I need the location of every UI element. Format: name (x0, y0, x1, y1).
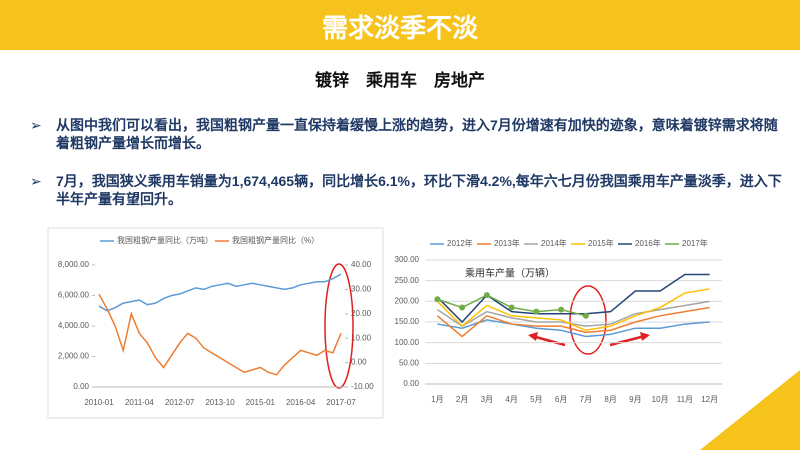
slide-subtitle: 镀锌 乘用车 房地产 (315, 71, 485, 90)
series-line (436, 273, 710, 324)
legend-label: 2016年 (635, 238, 661, 248)
y-tick-label: 4,000.00 (58, 321, 90, 330)
y-tick-label: 150.00 (395, 317, 420, 326)
x-tick-label: 5月 (530, 395, 542, 404)
x-tick-label: 2016-04 (286, 398, 316, 407)
series-line (436, 288, 710, 332)
x-tick-label: 7月 (580, 395, 592, 404)
y-tick-label: 200.00 (395, 296, 420, 305)
highlight-ellipse (324, 263, 354, 389)
y-tick-label: 6,000.00 (58, 291, 90, 300)
y2-tick-label: 40.00 (351, 260, 372, 269)
series-line (98, 273, 342, 312)
x-tick-label: 12月 (701, 395, 718, 404)
chart-title: 乘用车产量（万辆） (465, 267, 555, 280)
legend-label: 2014年 (541, 238, 567, 248)
y-tick-label: 0.00 (73, 382, 89, 391)
bullet: 从图中我们可以看出，我国粗钢产量一直保持着缓慢上涨的趋势，进入7月份增速有加快的… (30, 116, 786, 152)
arrow (531, 334, 566, 347)
arrow (609, 334, 646, 347)
x-tick-label: 4月 (505, 395, 517, 404)
point (434, 296, 441, 303)
legend-label: 2015年 (588, 238, 614, 248)
highlight-ellipse (569, 285, 607, 355)
point (558, 306, 565, 313)
y-tick-label: 250.00 (395, 276, 420, 285)
x-tick-label: 2015-01 (246, 398, 276, 407)
corner-decoration (700, 370, 800, 450)
y-tick-label: 2,000.00 (58, 352, 90, 361)
y2-tick-label: 0.00 (351, 358, 367, 367)
y-tick-label: 0.00 (403, 379, 419, 388)
x-tick-label: 2017-07 (326, 398, 356, 407)
y2-tick-label: 30.00 (351, 285, 372, 294)
legend-label: 我国粗钢产量同比（万吨） (117, 235, 213, 245)
y2-tick-label: 20.00 (351, 309, 372, 318)
legend-label: 2013年 (494, 238, 520, 248)
x-tick-label: 2013-10 (205, 398, 235, 407)
arrow-head (640, 332, 650, 341)
y-tick-label: 8,000.00 (58, 260, 90, 269)
point (582, 312, 589, 319)
point (508, 304, 515, 311)
x-tick-label: 2011-04 (125, 398, 154, 407)
slide-title: 需求淡季不淡 (321, 13, 478, 43)
series-line (98, 293, 342, 376)
x-tick-label: 6月 (555, 395, 567, 404)
series-line (436, 300, 710, 328)
x-tick-label: 2010-01 (84, 398, 114, 407)
x-tick-label: 9月 (629, 395, 641, 404)
y2-tick-label: -10.00 (351, 382, 374, 391)
x-tick-label: 10月 (652, 395, 669, 404)
y-tick-label: 300.00 (395, 255, 420, 264)
point (483, 292, 490, 299)
x-tick-label: 3月 (481, 395, 493, 404)
bullet: 7月，我国狭义乘用车销量为1,674,465辆，同比增长6.1%，环比下滑4.2… (30, 172, 786, 208)
y-tick-label: 50.00 (399, 358, 420, 367)
arrow-head (528, 332, 538, 341)
x-tick-label: 2012-07 (165, 398, 195, 407)
y-tick-label: 100.00 (395, 338, 420, 347)
banner (0, 0, 800, 50)
x-tick-label: 1月 (431, 395, 443, 404)
x-tick-label: 11月 (677, 395, 693, 404)
series-line (437, 319, 710, 338)
y2-tick-label: 10.00 (351, 333, 372, 342)
legend-label: 2017年 (682, 238, 708, 248)
series-line (436, 306, 710, 338)
x-tick-label: 8月 (604, 395, 616, 404)
legend-label: 我国粗钢产量同比（%） (232, 235, 319, 245)
x-tick-label: 2月 (456, 395, 468, 404)
chart-frame (47, 227, 384, 419)
legend-label: 2012年 (447, 238, 473, 248)
point (533, 308, 540, 315)
point (459, 304, 466, 311)
